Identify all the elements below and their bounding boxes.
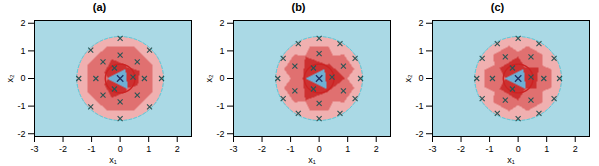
svg-text:1: 1 <box>219 46 224 56</box>
svg-text:1: 1 <box>345 144 350 154</box>
svg-text:-1: -1 <box>17 101 25 111</box>
svg-text:2: 2 <box>219 18 224 28</box>
svg-text:1: 1 <box>544 144 549 154</box>
svg-text:0: 0 <box>20 73 25 83</box>
svg-text:-2: -2 <box>17 129 25 139</box>
svg-text:x₁: x₁ <box>507 155 515 165</box>
svg-text:0: 0 <box>418 73 423 83</box>
svg-text:-3: -3 <box>30 144 38 154</box>
svg-text:2: 2 <box>20 18 25 28</box>
svg-text:-1: -1 <box>216 101 224 111</box>
svg-text:-1: -1 <box>287 144 295 154</box>
svg-text:x₁: x₁ <box>308 155 316 165</box>
svg-text:-1: -1 <box>486 144 494 154</box>
svg-text:2: 2 <box>175 144 180 154</box>
svg-text:-2: -2 <box>415 129 423 139</box>
svg-text:1: 1 <box>418 46 423 56</box>
svg-text:-1: -1 <box>415 101 423 111</box>
html-text:(c): (c) <box>490 1 505 13</box>
svg-text:x₁: x₁ <box>109 155 117 165</box>
svg-text:-2: -2 <box>59 144 67 154</box>
svg-text:1: 1 <box>20 46 25 56</box>
html-text:(a): (a) <box>92 1 107 13</box>
svg-text:-2: -2 <box>457 144 465 154</box>
svg-text:2: 2 <box>418 18 423 28</box>
html-text:(b): (b) <box>291 1 306 13</box>
svg-text:0: 0 <box>317 144 322 154</box>
svg-text:1: 1 <box>146 144 151 154</box>
svg-text:2: 2 <box>374 144 379 154</box>
svg-text:0: 0 <box>219 73 224 83</box>
svg-text:-2: -2 <box>258 144 266 154</box>
svg-text:-3: -3 <box>229 144 237 154</box>
svg-text:-1: -1 <box>88 144 96 154</box>
svg-text:x₂: x₂ <box>5 74 15 83</box>
svg-text:x₂: x₂ <box>403 74 413 83</box>
svg-text:x₂: x₂ <box>204 74 214 83</box>
svg-text:0: 0 <box>118 144 123 154</box>
svg-text:-2: -2 <box>216 129 224 139</box>
svg-text:-3: -3 <box>428 144 436 154</box>
svg-text:2: 2 <box>573 144 578 154</box>
svg-text:0: 0 <box>516 144 521 154</box>
